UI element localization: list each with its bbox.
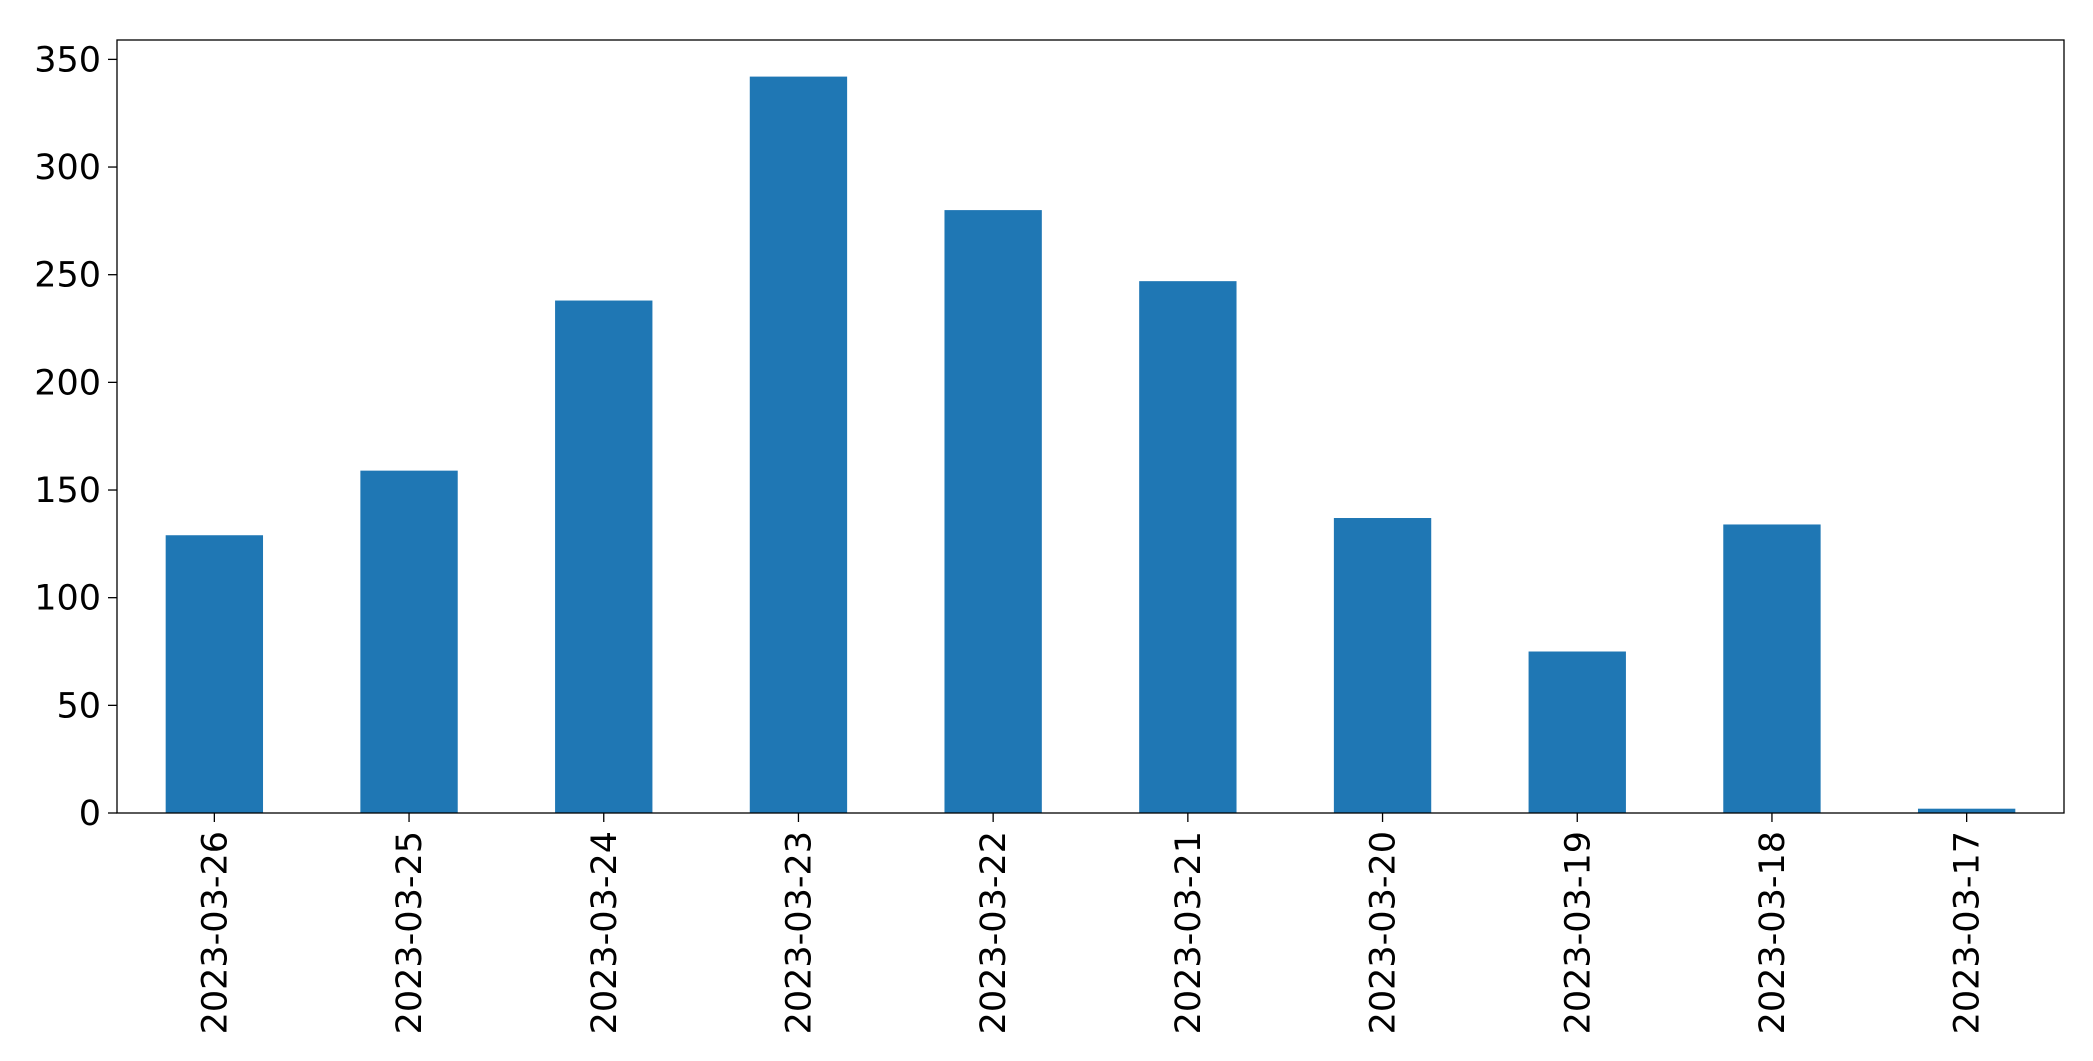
y-tick-label: 300 [34, 148, 101, 188]
x-tick-label: 2023-03-22 [974, 831, 1014, 1034]
y-tick-label: 200 [34, 363, 101, 403]
y-tick-label: 0 [79, 794, 101, 834]
bar [1139, 281, 1237, 813]
y-tick-label: 100 [34, 579, 101, 619]
x-tick-label: 2023-03-23 [779, 831, 819, 1034]
bar [944, 210, 1042, 814]
bar [360, 470, 458, 813]
bar [165, 535, 264, 813]
x-tick-label: 2023-03-21 [1169, 831, 1209, 1034]
x-tick-label: 2023-03-25 [390, 831, 430, 1034]
y-tick-label: 50 [56, 686, 101, 726]
x-tick-label: 2023-03-19 [1558, 831, 1598, 1034]
bar [1723, 524, 1821, 813]
x-tick-label: 2023-03-18 [1753, 831, 1793, 1034]
bar [1917, 808, 2016, 813]
x-tick-label: 2023-03-17 [1948, 831, 1988, 1034]
x-tick-label: 2023-03-24 [585, 831, 625, 1034]
y-tick-label: 350 [34, 40, 101, 80]
bar [1528, 651, 1626, 813]
y-tick-label: 150 [34, 471, 101, 511]
plot-frame [116, 39, 2065, 814]
bar [749, 76, 848, 814]
y-tick-label: 250 [34, 256, 101, 296]
x-tick-label: 2023-03-20 [1364, 831, 1404, 1034]
x-tick-label: 2023-03-26 [195, 831, 235, 1034]
bar [1333, 518, 1432, 813]
bar [555, 300, 653, 813]
